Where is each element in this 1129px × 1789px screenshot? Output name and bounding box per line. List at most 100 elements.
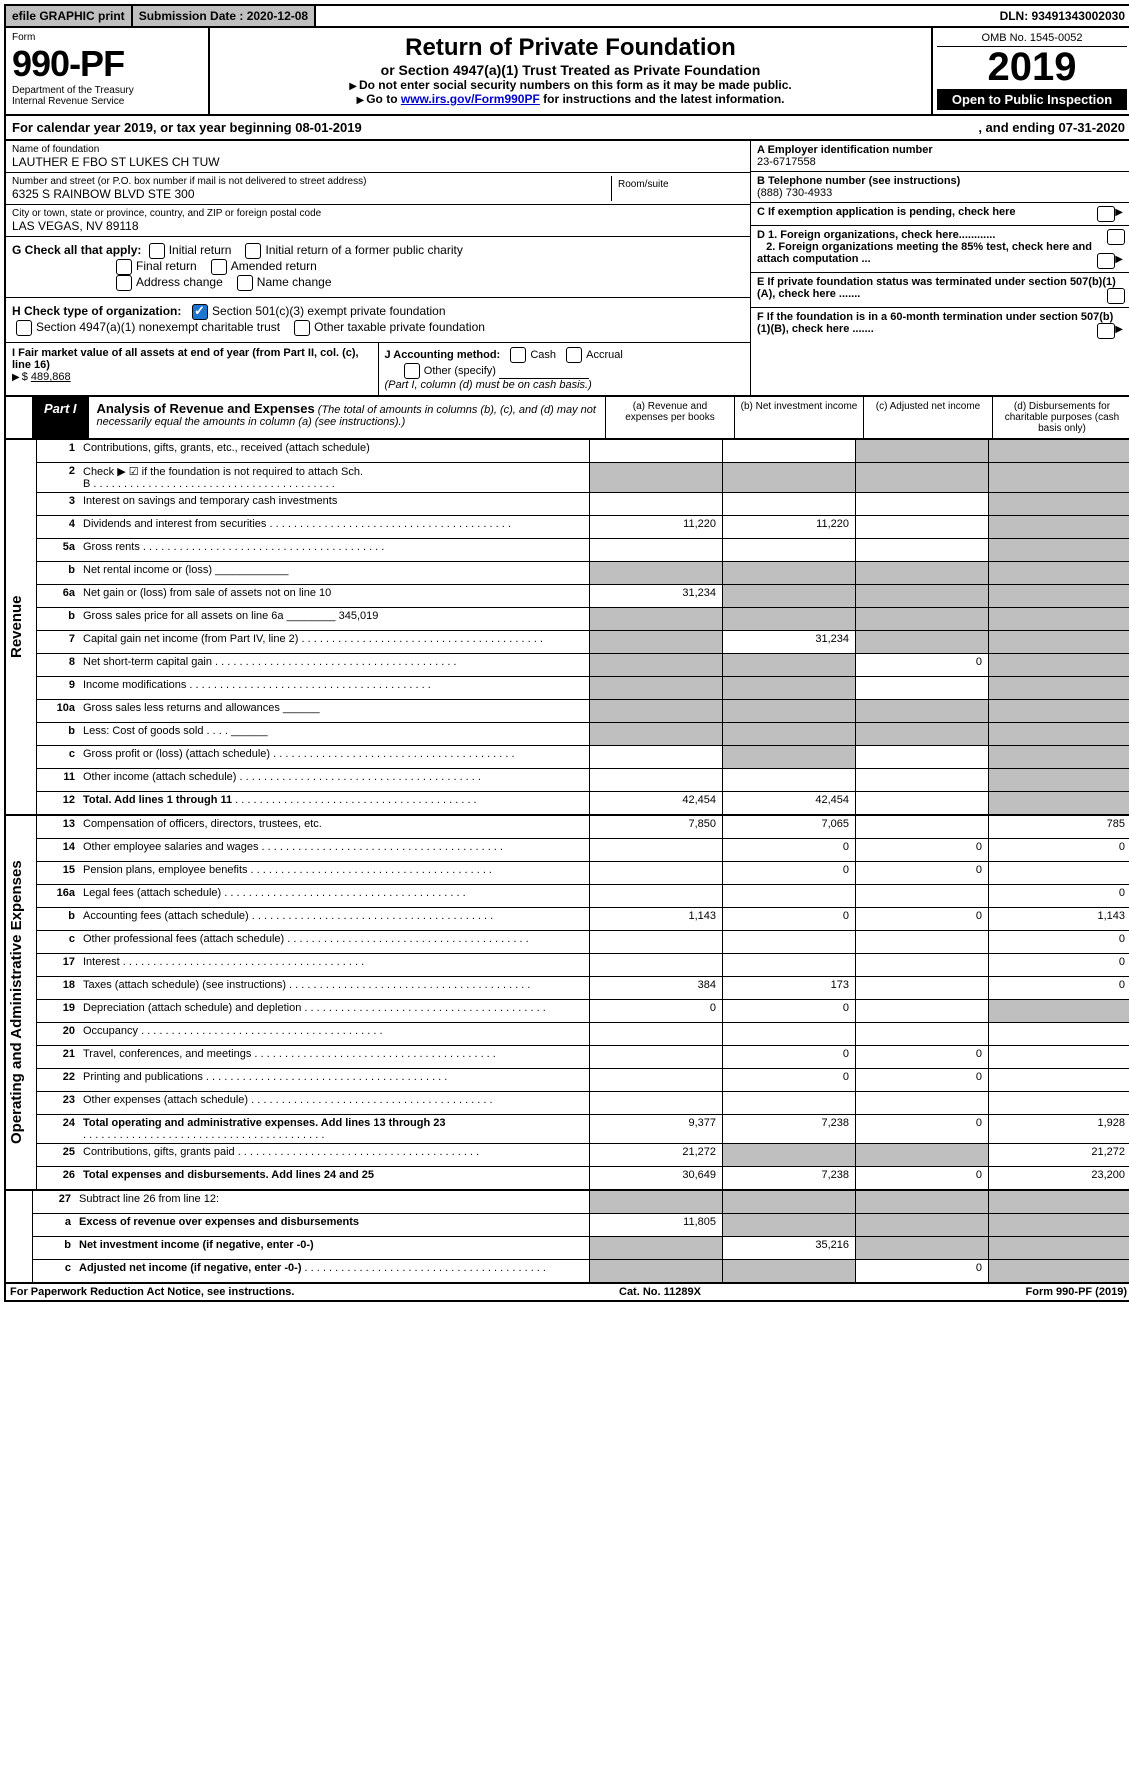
final-return-checkbox[interactable] — [116, 259, 132, 275]
other-taxable-checkbox[interactable] — [294, 320, 310, 336]
amount-cell — [722, 931, 855, 953]
amount-cell — [589, 654, 722, 676]
row-number: b — [37, 723, 79, 745]
row-desc: Other employee salaries and wages — [79, 839, 589, 861]
row-number: 17 — [37, 954, 79, 976]
section-c: C If exemption application is pending, c… — [751, 203, 1129, 226]
foreign-org-checkbox[interactable] — [1107, 229, 1125, 245]
amount-cell — [855, 977, 988, 999]
row-desc: Pension plans, employee benefits — [79, 862, 589, 884]
foreign-85-checkbox[interactable] — [1097, 253, 1115, 269]
amount-cell — [988, 723, 1129, 745]
cal-year-begin: For calendar year 2019, or tax year begi… — [12, 120, 362, 135]
amount-cell — [988, 1046, 1129, 1068]
amount-cell — [722, 1191, 855, 1213]
table-row: b Net rental income or (loss) __________… — [37, 562, 1129, 585]
initial-return-checkbox[interactable] — [149, 243, 165, 259]
table-row: 18 Taxes (attach schedule) (see instruct… — [37, 977, 1129, 1000]
amount-cell: 1,143 — [988, 908, 1129, 930]
amount-cell — [722, 493, 855, 515]
amount-cell — [855, 1237, 988, 1259]
status-terminated-checkbox[interactable] — [1107, 288, 1125, 304]
amount-cell — [855, 954, 988, 976]
amount-cell: 1,143 — [589, 908, 722, 930]
table-row: b Net investment income (if negative, en… — [33, 1237, 1129, 1260]
amount-cell: 0 — [855, 839, 988, 861]
table-row: b Accounting fees (attach schedule) 1,14… — [37, 908, 1129, 931]
table-row: c Other professional fees (attach schedu… — [37, 931, 1129, 954]
amount-cell — [589, 1092, 722, 1114]
row-desc: Dividends and interest from securities — [79, 516, 589, 538]
row-desc: Subtract line 26 from line 12: — [75, 1191, 589, 1213]
row-desc: Income modifications — [79, 677, 589, 699]
col-a-header: (a) Revenue and expenses per books — [605, 397, 734, 438]
row-desc: Compensation of officers, directors, tru… — [79, 816, 589, 838]
name-change-checkbox[interactable] — [237, 275, 253, 291]
amount-cell — [722, 723, 855, 745]
row-number: b — [37, 908, 79, 930]
60month-checkbox[interactable] — [1097, 323, 1115, 339]
cal-year-end: , and ending 07-31-2020 — [978, 120, 1125, 135]
table-row: 5a Gross rents — [37, 539, 1129, 562]
amount-cell: 0 — [855, 1046, 988, 1068]
form-header: Form 990-PF Department of the Treasury I… — [4, 28, 1129, 116]
form990pf-link[interactable]: www.irs.gov/Form990PF — [401, 92, 540, 106]
row-number: 10a — [37, 700, 79, 722]
501c3-checkbox[interactable] — [192, 304, 208, 320]
other-method-checkbox[interactable] — [404, 363, 420, 379]
amount-cell: 0 — [722, 839, 855, 861]
row-desc: Total operating and administrative expen… — [79, 1115, 589, 1143]
row-desc: Depreciation (attach schedule) and deple… — [79, 1000, 589, 1022]
table-row: 2 Check ▶ ☑ if the foundation is not req… — [37, 463, 1129, 493]
amount-cell — [855, 440, 988, 462]
accrual-checkbox[interactable] — [566, 347, 582, 363]
exemption-pending-checkbox[interactable] — [1097, 206, 1115, 222]
table-row: 7 Capital gain net income (from Part IV,… — [37, 631, 1129, 654]
efile-top-bar: efile GRAPHIC print Submission Date : 20… — [4, 4, 1129, 28]
row-desc: Excess of revenue over expenses and disb… — [75, 1214, 589, 1236]
row-desc: Capital gain net income (from Part IV, l… — [79, 631, 589, 653]
amount-cell: 785 — [988, 816, 1129, 838]
amount-cell: 0 — [855, 908, 988, 930]
amount-cell — [855, 1191, 988, 1213]
amount-cell — [988, 1000, 1129, 1022]
col-d-header: (d) Disbursements for charitable purpose… — [992, 397, 1129, 438]
amount-cell — [722, 769, 855, 791]
amount-cell: 1,928 — [988, 1115, 1129, 1143]
amount-cell — [855, 493, 988, 515]
row-number: 23 — [37, 1092, 79, 1114]
table-row: 20 Occupancy — [37, 1023, 1129, 1046]
row-desc: Gross sales price for all assets on line… — [79, 608, 589, 630]
amount-cell — [855, 700, 988, 722]
row-number: 1 — [37, 440, 79, 462]
row-number: 7 — [37, 631, 79, 653]
row-number: 9 — [37, 677, 79, 699]
amount-cell: 0 — [855, 1069, 988, 1091]
amount-cell — [988, 1191, 1129, 1213]
amended-return-checkbox[interactable] — [211, 259, 227, 275]
calendar-year-row: For calendar year 2019, or tax year begi… — [4, 116, 1129, 141]
amount-cell — [988, 1214, 1129, 1236]
4947a1-checkbox[interactable] — [16, 320, 32, 336]
amount-cell: 11,220 — [722, 516, 855, 538]
amount-cell — [988, 463, 1129, 492]
id-right-col: A Employer identification number 23-6717… — [750, 141, 1129, 395]
initial-former-checkbox[interactable] — [245, 243, 261, 259]
table-row: c Adjusted net income (if negative, ente… — [33, 1260, 1129, 1282]
amount-cell — [722, 1260, 855, 1282]
foundation-name-cell: Name of foundation LAUTHER E FBO ST LUKE… — [6, 141, 750, 173]
amount-cell: 9,377 — [589, 1115, 722, 1143]
cash-checkbox[interactable] — [510, 347, 526, 363]
amount-cell: 21,272 — [589, 1144, 722, 1166]
section-g: G Check all that apply: Initial return I… — [6, 237, 750, 298]
amount-cell: 7,850 — [589, 816, 722, 838]
address-change-checkbox[interactable] — [116, 275, 132, 291]
row-number: 12 — [37, 792, 79, 814]
header-right: OMB No. 1545-0052 2019 Open to Public In… — [931, 28, 1129, 114]
amount-cell — [988, 1092, 1129, 1114]
row-desc: Contributions, gifts, grants paid — [79, 1144, 589, 1166]
amount-cell — [722, 440, 855, 462]
efile-print-btn[interactable]: efile GRAPHIC print — [6, 6, 133, 26]
row-number: 19 — [37, 1000, 79, 1022]
amount-cell — [589, 463, 722, 492]
